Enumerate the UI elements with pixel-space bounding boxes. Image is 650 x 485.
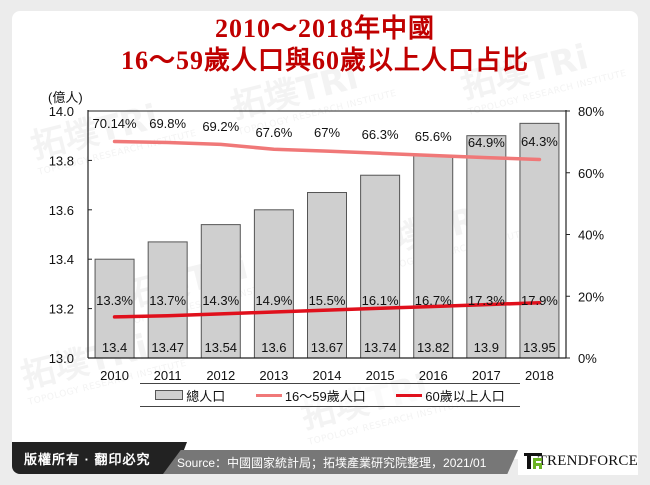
red-line-swatch-icon [396, 393, 423, 397]
legend-item-16-59: 16～59歲人口 [255, 386, 366, 405]
bar-series-total-population [94, 122, 560, 359]
trendforce-logo-icon [524, 453, 542, 469]
x-tick-label: 2014 [313, 368, 342, 383]
y2-tick-label: 80% [578, 104, 604, 119]
x-tick-label: 2015 [366, 368, 395, 383]
line-60plus-label: 14.9% [255, 293, 292, 308]
bar-2010 [94, 258, 135, 359]
bar-value-label: 13.9 [474, 340, 499, 355]
line-60plus-label: 13.7% [149, 293, 186, 308]
chart-title-line2: 16～59歲人口與60歲以上人口占比 [120, 46, 529, 75]
line-60plus-label: 13.3% [96, 293, 133, 308]
y2-tick-label: 60% [578, 166, 604, 181]
line-16-59-label: 70.14% [93, 116, 138, 131]
data-labels: 13.4 13.47 13.54 13.6 13.67 13.74 13.82 13.9 13.… [93, 116, 559, 355]
bar-value-label: 13.4 [102, 340, 127, 355]
line-16-59-label: 69.2% [202, 119, 239, 134]
y-tick-label: 13.4 [49, 252, 74, 267]
line-series [112, 139, 542, 319]
line-16-59-label: 66.3% [362, 127, 399, 142]
line-16-59-label: 67.6% [255, 125, 292, 140]
pink-line-swatch-icon [255, 393, 282, 397]
y2-tick-label: 40% [578, 228, 604, 243]
y-axis-unit-label: (億人) [48, 90, 83, 105]
bar-value-label: 13.6 [261, 340, 286, 355]
line-16-59-label: 65.6% [415, 129, 452, 144]
bar-2015 [360, 174, 401, 359]
x-tick-label: 2017 [472, 368, 501, 383]
x-tick-label: 2011 [154, 368, 182, 383]
bar-swatch-icon [155, 390, 184, 400]
legend-item-total: 總人口 [155, 386, 225, 405]
line-60plus-label: 14.3% [202, 293, 239, 308]
line-16-59-label: 64.9% [468, 135, 505, 150]
bar-2018 [519, 122, 560, 359]
line-16-59-label: 69.8% [149, 116, 186, 131]
trendforce-brand: TRENDFORCE [518, 447, 638, 475]
line-16-59-label: 67% [314, 125, 340, 140]
bar-2013 [253, 209, 294, 359]
bar-value-label: 13.54 [205, 340, 238, 355]
line-60plus-label: 15.5% [309, 293, 346, 308]
y-tick-label: 13.6 [49, 203, 74, 218]
y-tick-label: 14.0 [49, 104, 74, 119]
legend-item-60-plus: 60歲以上人口 [396, 386, 505, 405]
line-16～59歲人口 [112, 139, 542, 162]
x-tick-label: 2016 [419, 368, 448, 383]
x-tick-label: 2012 [206, 368, 235, 383]
line-60plus-label: 17.3% [468, 293, 505, 308]
line-60plus-label: 16.1% [362, 293, 399, 308]
y2-tick-label: 0% [578, 351, 597, 366]
line-60歲以上人口 [112, 300, 542, 319]
bar-value-label: 13.47 [151, 340, 184, 355]
bar-value-label: 13.95 [523, 340, 556, 355]
bar-value-label: 13.67 [311, 340, 344, 355]
bar-2017 [466, 135, 507, 359]
bar-2014 [307, 192, 347, 359]
line-60plus-label: 17.9% [521, 293, 558, 308]
y-tick-label: 13.0 [49, 351, 74, 366]
bar-value-label: 13.74 [364, 340, 397, 355]
source-note: Source：中國國家統計局；拓墣產業研究院整理，2021/01 [163, 450, 518, 474]
x-tick-label: 2010 [100, 368, 129, 383]
x-tick-label: 2013 [259, 368, 288, 383]
bar-value-label: 13.82 [417, 340, 450, 355]
chart-title-line1: 2010～2018年中國 [214, 14, 435, 43]
bar-2016 [413, 154, 454, 359]
bar-2012 [200, 224, 241, 359]
axis-ticks: 2010 2011 2012 2013 2014 2015 2016 2017 2018 13.0… [49, 104, 605, 383]
y-tick-label: 13.8 [49, 153, 74, 168]
copyright-banner: 版權所有 · 翻印必究 [12, 442, 187, 474]
chart-legend: 總人口 16～59歲人口 60歲以上人口 [140, 383, 520, 407]
y2-tick-label: 20% [578, 289, 604, 304]
y-tick-label: 13.2 [49, 302, 74, 317]
x-tick-label: 2018 [525, 368, 554, 383]
line-16-59-label: 64.3% [521, 134, 558, 149]
line-60plus-label: 16.7% [415, 293, 452, 308]
